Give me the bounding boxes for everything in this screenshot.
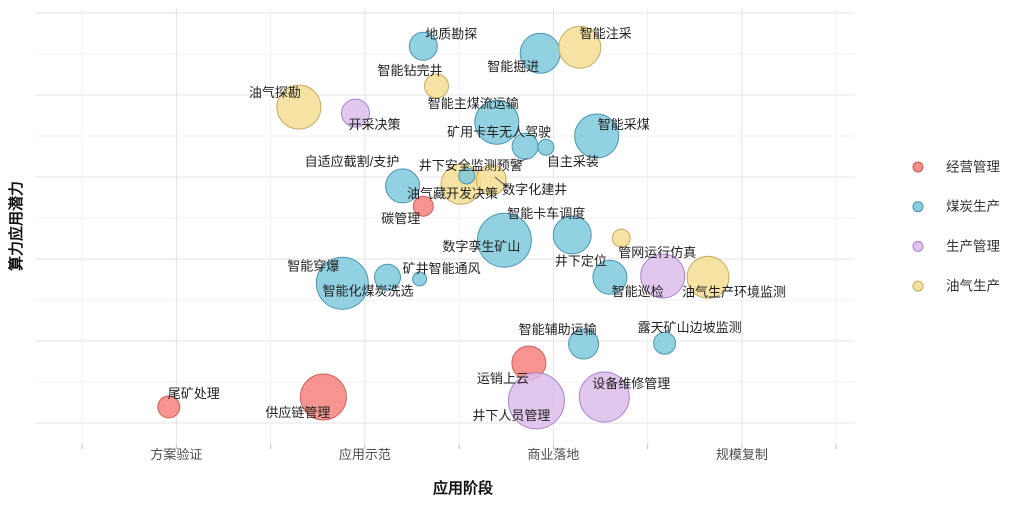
legend-swatch <box>912 161 924 173</box>
bubble <box>568 328 600 360</box>
bubble <box>458 167 476 185</box>
bubble <box>686 255 730 299</box>
bubble-label: 智能钻完井 <box>378 63 443 78</box>
bubble-label: 数字化建井 <box>502 182 567 197</box>
bubble <box>537 138 555 156</box>
legend-label: 经营管理 <box>946 160 1000 175</box>
bubble <box>476 212 532 268</box>
legend-swatch <box>912 280 924 292</box>
x-axis-tick-label: 方案验证 <box>150 447 202 462</box>
bubble-label: 井下安全监测预警 <box>419 158 523 173</box>
gridlines <box>35 8 855 444</box>
bubble <box>412 195 434 217</box>
bubble <box>385 168 421 204</box>
bubble <box>299 373 347 421</box>
bubble-label: 智能注采 <box>580 26 632 41</box>
bubble-label: 开采决策 <box>349 117 401 132</box>
bubble-label: 自主采装 <box>547 154 599 169</box>
legend-label: 生产管理 <box>946 239 1000 254</box>
bubble <box>474 99 520 145</box>
bubble <box>374 263 401 291</box>
bubble-label: 智能卡车调度 <box>507 206 585 221</box>
legend-item: 油气生产 <box>912 279 1000 294</box>
bubble-label: 井下定位 <box>555 253 607 268</box>
bubble-label: 自适应截割/支护 <box>305 154 400 169</box>
x-axis-tick-label: 应用示范 <box>339 447 391 462</box>
bubble <box>341 98 370 128</box>
x-axis-title: 应用阶段 <box>433 479 493 497</box>
bubble <box>507 372 565 430</box>
label-connector <box>494 176 508 188</box>
bubble-label: 露天矿山边坡监测 <box>638 320 742 335</box>
bubble-label: 油气生产环境监测 <box>682 284 786 299</box>
legend-item: 煤炭生产 <box>912 199 1000 214</box>
bubble-label: 设备维修管理 <box>592 376 670 391</box>
legend-swatch <box>912 240 924 252</box>
bubble-label: 智能穿爆 <box>287 258 339 273</box>
bubble-label: 供应链管理 <box>265 405 330 420</box>
bubble <box>574 113 620 159</box>
bubble-label: 油气探勘 <box>249 85 301 100</box>
legend-label: 煤炭生产 <box>946 199 1000 214</box>
bubble <box>552 215 592 255</box>
bubble <box>408 31 438 61</box>
bubble <box>653 331 677 355</box>
bubble <box>611 228 631 248</box>
bubble-label: 智能掘进 <box>487 59 539 74</box>
y-axis-title: 算力应用潜力 <box>7 181 25 271</box>
x-axis-tick-label: 规模复制 <box>716 447 768 462</box>
x-axis-tick-label: 商业落地 <box>527 447 579 462</box>
bubble <box>475 164 507 196</box>
bubble-label: 尾矿处理 <box>168 386 220 401</box>
bubble-label: 运销上云 <box>477 371 529 386</box>
axes: 应用阶段 算力应用潜力 方案验证 应用示范 商业落地 规模复制 <box>7 181 837 497</box>
bubble-label: 智能巡检 <box>612 284 664 299</box>
bubble-label: 地质勘探 <box>425 26 477 41</box>
bubble <box>424 73 449 99</box>
bubble-label: 智能采煤 <box>598 117 650 132</box>
legend-item: 经营管理 <box>912 160 1000 175</box>
bubbles <box>157 25 730 430</box>
bubble <box>412 271 428 287</box>
bubble <box>592 259 628 295</box>
bubble <box>558 25 602 69</box>
bubble-label: 智能主煤流运输 <box>428 96 519 111</box>
legend-label: 油气生产 <box>946 279 1000 294</box>
bubble <box>640 253 686 299</box>
bubble <box>578 371 630 423</box>
bubble <box>276 84 322 130</box>
bubble <box>315 256 369 310</box>
bubble-label: 智能化煤炭洗选 <box>323 283 414 298</box>
legend-item: 生产管理 <box>912 239 1000 254</box>
bubble <box>157 395 181 419</box>
bubble-label: 碳管理 <box>381 211 420 226</box>
label-connector <box>512 157 528 168</box>
bubble-label: 智能辅助运输 <box>519 322 597 337</box>
bubble-label: 井下人员管理 <box>472 408 550 423</box>
bubble-label: 矿井智能通风 <box>403 261 481 276</box>
bubble-label: 矿用卡车无人驾驶 <box>447 124 551 139</box>
bubble-label: 数字孪生矿山 <box>442 239 520 254</box>
legend-swatch <box>912 201 924 213</box>
bubble-label: 管网运行仿真 <box>618 245 696 260</box>
bubble-label: 油气藏开发决策 <box>407 186 498 201</box>
